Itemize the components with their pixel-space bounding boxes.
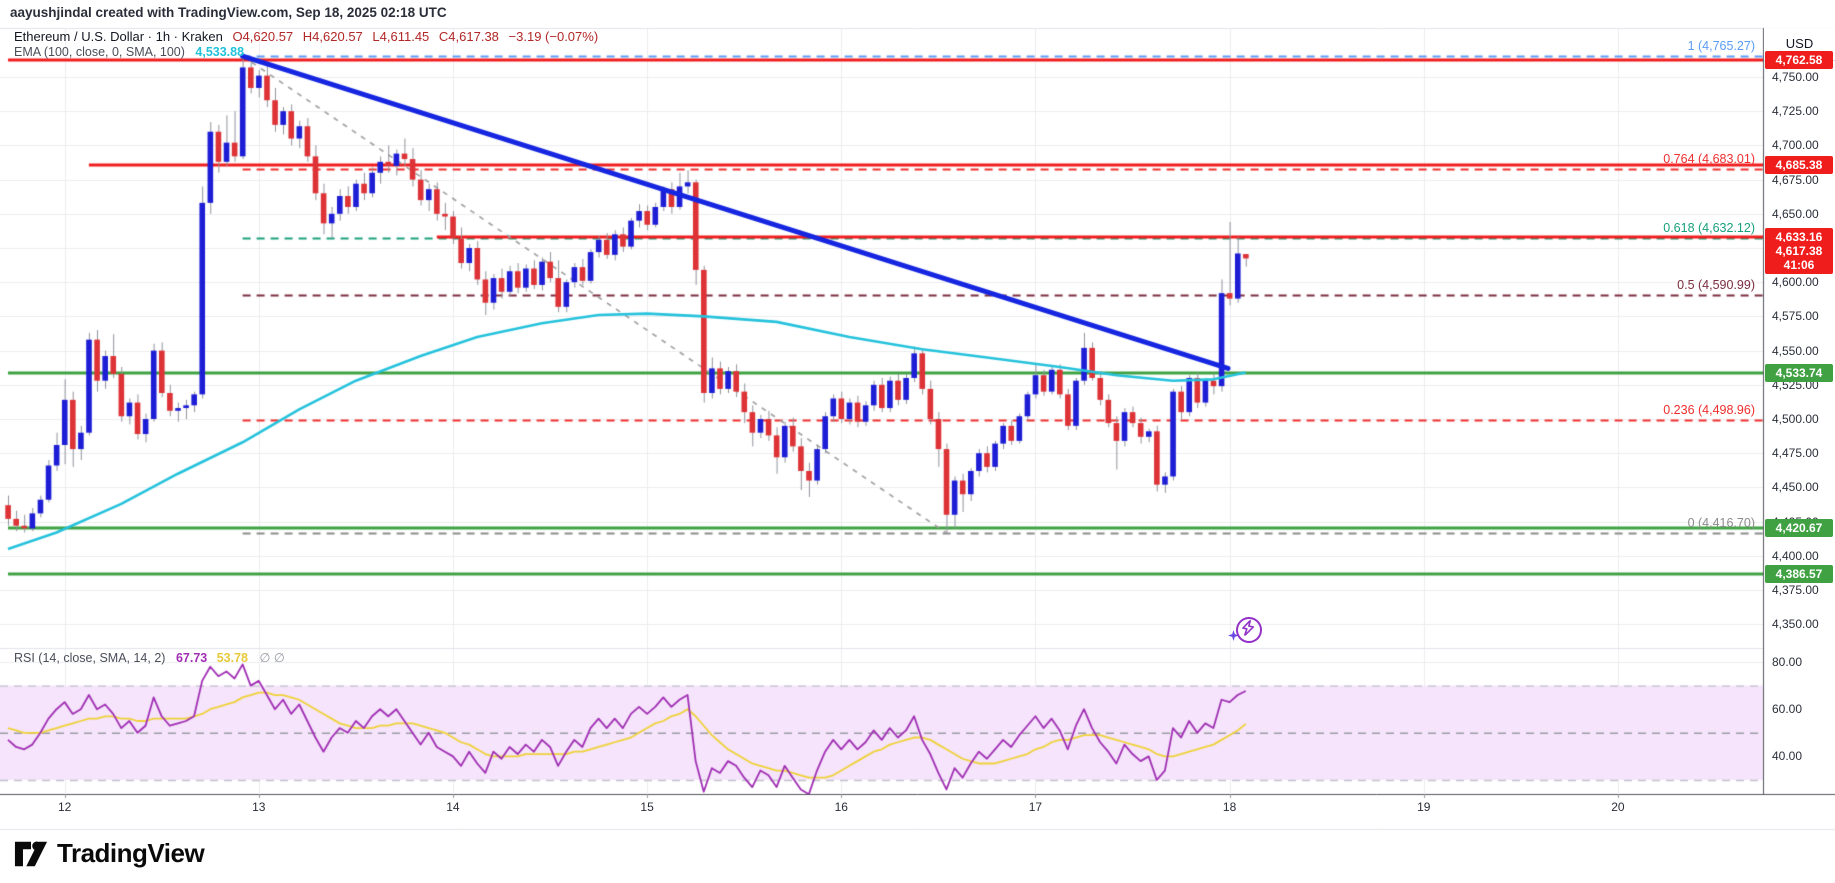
price-tick-label: 4,575.00 bbox=[1772, 309, 1819, 324]
time-tick-label: 12 bbox=[57, 800, 72, 814]
price-tick-label: 4,750.00 bbox=[1772, 70, 1819, 84]
price-badge: 4,386.57 bbox=[1765, 565, 1833, 584]
ohlc-open: O4,620.57 bbox=[232, 29, 294, 44]
fib-level-label: 0.618 (4,632.12) bbox=[1663, 221, 1755, 236]
time-tick-label: 15 bbox=[640, 800, 654, 814]
price-tick-label: 4,475.00 bbox=[1772, 446, 1819, 461]
ohlc-change: −3.19 (−0.07%) bbox=[508, 29, 599, 44]
tradingview-logo-icon bbox=[14, 841, 48, 866]
price-badge: 4,762.58 bbox=[1765, 50, 1833, 69]
symbol-legend[interactable]: Ethereum / U.S. Dollar · 1h · Kraken O4,… bbox=[14, 29, 598, 44]
fib-level-label: 0.764 (4,683.01) bbox=[1663, 151, 1755, 166]
flash-idea-button[interactable] bbox=[1228, 614, 1265, 649]
fib-level-label: 0 (4,416.70) bbox=[1687, 515, 1755, 530]
symbol-title[interactable]: Ethereum / U.S. Dollar · 1h · Kraken bbox=[14, 29, 223, 44]
price-badge: 4,533.74 bbox=[1765, 363, 1833, 382]
ema-legend[interactable]: EMA (100, close, 0, SMA, 100) 4,533.88 bbox=[14, 45, 244, 59]
rsi-legend-title: RSI (14, close, SMA, 14, 2) bbox=[14, 651, 166, 665]
rsi-legend-extra: ∅ ∅ bbox=[259, 651, 285, 665]
ema-legend-value: 4,533.88 bbox=[195, 45, 245, 59]
price-tick-label: 4,725.00 bbox=[1772, 104, 1819, 119]
time-tick-label: 18 bbox=[1222, 800, 1237, 814]
price-badge: 4,617.38 41:06 bbox=[1765, 242, 1833, 275]
price-tick-label: 4,650.00 bbox=[1772, 206, 1819, 221]
time-tick-label: 13 bbox=[252, 800, 266, 814]
price-tick-label: 4,550.00 bbox=[1772, 343, 1819, 358]
lightning-icon bbox=[1242, 619, 1255, 637]
price-badge: 4,685.38 bbox=[1765, 156, 1833, 175]
price-tick-label: 4,450.00 bbox=[1772, 480, 1819, 495]
ohlc-close: C4,617.38 bbox=[438, 29, 499, 44]
watermark: aayushjindal created with TradingView.co… bbox=[10, 5, 447, 20]
price-tick-label: 4,700.00 bbox=[1772, 138, 1819, 153]
price-tick-label: 4,375.00 bbox=[1772, 583, 1819, 597]
time-tick-label: 17 bbox=[1028, 800, 1043, 814]
countdown-timer: 41:06 bbox=[1783, 258, 1815, 273]
fib-level-label: 1 (4,765.27) bbox=[1687, 39, 1755, 54]
ema-legend-title: EMA (100, close, 0, SMA, 100) bbox=[14, 45, 185, 59]
price-tick-label: 4,400.00 bbox=[1772, 548, 1819, 563]
rsi-tick-label: 60.00 bbox=[1772, 702, 1803, 717]
fib-level-label: 0.236 (4,498.96) bbox=[1663, 403, 1755, 418]
time-tick-label: 19 bbox=[1417, 800, 1431, 814]
price-tick-label: 4,500.00 bbox=[1772, 412, 1819, 426]
rsi-tick-label: 80.00 bbox=[1772, 655, 1803, 669]
rsi-legend-value: 67.73 bbox=[175, 651, 208, 665]
rsi-tick-label: 40.00 bbox=[1772, 749, 1803, 764]
ohlc-low: L4,611.45 bbox=[372, 29, 430, 44]
price-tick-label: 4,600.00 bbox=[1772, 275, 1819, 290]
time-tick-label: 16 bbox=[834, 800, 848, 814]
time-tick-label: 20 bbox=[1611, 800, 1625, 814]
rsi-legend[interactable]: RSI (14, close, SMA, 14, 2) 67.73 53.78 … bbox=[14, 650, 285, 665]
price-tick-label: 4,350.00 bbox=[1772, 617, 1819, 632]
ohlc-high: H4,620.57 bbox=[302, 29, 363, 44]
price-badge: 4,633.16 bbox=[1765, 227, 1833, 246]
tradingview-logo[interactable]: TradingView bbox=[14, 838, 205, 869]
price-badge: 4,420.67 bbox=[1765, 518, 1833, 537]
price-tick-label: 4,675.00 bbox=[1772, 172, 1819, 187]
time-tick-label: 14 bbox=[446, 800, 460, 814]
rsi-sma-legend-value: 53.78 bbox=[216, 651, 248, 665]
fib-level-label: 0.5 (4,590.99) bbox=[1677, 277, 1755, 292]
tradingview-logo-text: TradingView bbox=[57, 838, 205, 868]
sparkle-icon bbox=[1228, 630, 1239, 641]
